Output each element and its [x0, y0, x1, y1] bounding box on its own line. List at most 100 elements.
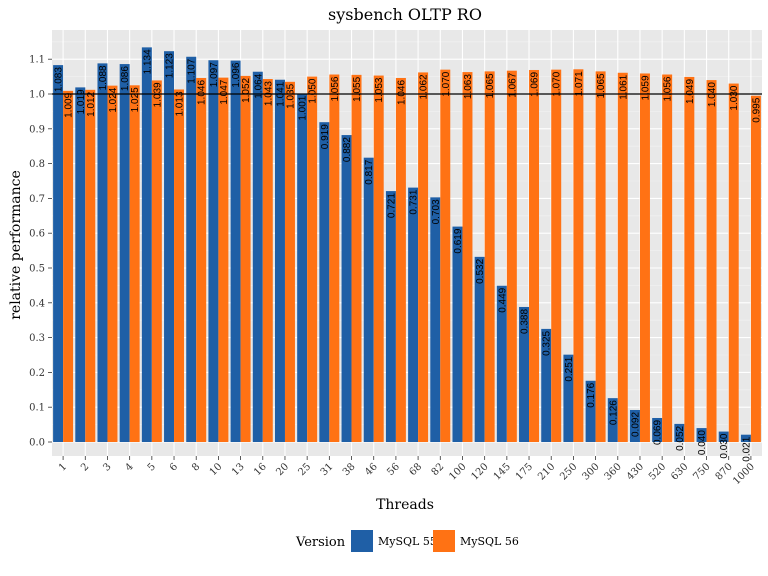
bar-label-mysql55-250: 0.251 [564, 356, 575, 381]
bar-mysql56-82 [440, 69, 451, 442]
bar-mysql55-2 [75, 87, 86, 442]
bar-mysql56-430 [639, 73, 650, 442]
x-tick-label-1000: 1000 [731, 461, 757, 487]
bar-label-mysql56-870: 1.030 [729, 85, 740, 110]
bar-mysql56-145 [506, 70, 517, 443]
bar-mysql56-100 [462, 72, 473, 443]
bar-label-mysql55-4: 1.086 [120, 66, 131, 91]
bar-label-mysql55-630: 0.052 [675, 425, 686, 450]
x-tick-label-10: 10 [208, 461, 225, 478]
bar-label-mysql56-1000: 0.995 [751, 97, 762, 122]
bar-mysql55-430 [629, 409, 640, 442]
y-tick-label: 0.3 [29, 333, 45, 344]
x-tick-label-120: 120 [469, 461, 490, 482]
bar-label-mysql55-38: 0.882 [342, 137, 353, 162]
x-tick-label-750: 750 [691, 461, 712, 482]
bar-mysql55-82 [430, 197, 441, 442]
y-tick-label: 0.9 [29, 124, 45, 135]
x-tick-label-82: 82 [430, 461, 447, 478]
bar-label-mysql55-100: 0.619 [453, 228, 464, 253]
bar-label-mysql55-25: 1.001 [298, 95, 309, 120]
bar-mysql55-750 [696, 428, 707, 442]
bar-mysql56-68 [418, 72, 429, 442]
x-tick-label-20: 20 [274, 461, 291, 478]
bar-label-mysql56-25: 1.050 [308, 78, 319, 103]
bar-mysql56-25 [307, 76, 318, 442]
legend-title: Version [295, 535, 346, 550]
x-tick-label-360: 360 [603, 461, 624, 482]
x-tick-label-4: 4 [123, 461, 135, 473]
bar-mysql55-1 [53, 65, 64, 442]
bar-mysql55-13 [230, 60, 241, 442]
x-tick-label-46: 46 [363, 461, 380, 478]
bar-label-mysql55-46: 0.817 [364, 159, 375, 184]
bar-label-mysql55-175: 0.388 [520, 309, 531, 334]
bar-label-mysql56-120: 1.065 [485, 73, 496, 98]
x-tick-label-3: 3 [101, 461, 113, 473]
bar-label-mysql55-56: 0.721 [386, 193, 397, 218]
legend-label-mysql56: MySQL 56 [460, 535, 519, 548]
bar-label-mysql56-82: 1.070 [441, 71, 452, 96]
legend-swatch-mysql56 [433, 530, 455, 552]
bar-label-mysql55-120: 0.532 [475, 258, 486, 283]
y-tick-label: 0.2 [29, 368, 45, 379]
bar-label-mysql56-1: 1.009 [64, 92, 75, 117]
bar-mysql55-4 [119, 64, 130, 443]
x-tick-label-8: 8 [190, 461, 202, 473]
bar-mysql56-630 [684, 76, 695, 442]
x-tick-label-38: 38 [341, 461, 358, 478]
x-tick-label-31: 31 [319, 461, 336, 478]
bar-label-mysql56-145: 1.067 [507, 72, 518, 97]
bar-label-mysql56-31: 1.056 [330, 76, 341, 101]
bar-mysql56-750 [706, 80, 717, 442]
bar-mysql56-520 [662, 74, 673, 443]
bar-label-mysql56-750: 1.040 [707, 82, 718, 107]
bar-label-mysql55-10: 1.097 [209, 62, 220, 87]
bar-label-mysql55-210: 0.325 [542, 330, 553, 355]
bar-label-mysql56-630: 1.049 [685, 79, 696, 104]
y-axis: 0.0 0.1 0.2 0.3 0.4 0.5 0.6 0.7 0.8 0.9 1.0 1.1 [29, 55, 52, 449]
x-axis: 1 2 3 4 5 6 8 10 13 16 20 25 31 38 46 56 68 82 100 120 145 17… [57, 456, 757, 487]
bar-label-mysql56-10: 1.047 [219, 79, 230, 104]
bar-label-mysql56-5: 1.039 [152, 82, 163, 107]
bar-label-mysql55-13: 1.096 [231, 62, 242, 87]
bar-mysql56-4 [129, 85, 140, 443]
x-tick-label-13: 13 [230, 461, 247, 478]
bar-label-mysql55-3: 1.088 [98, 65, 109, 90]
bar-mysql55-1000 [740, 434, 751, 442]
bar-mysql56-46 [373, 75, 384, 442]
bar-mysql55-8 [186, 56, 197, 442]
bar-mysql56-360 [617, 72, 628, 442]
x-tick-label-6: 6 [168, 461, 180, 473]
x-tick-label-16: 16 [252, 461, 269, 478]
bar-label-mysql56-175: 1.069 [530, 72, 541, 97]
bar-mysql55-38 [341, 135, 352, 442]
bar-label-mysql56-46: 1.053 [374, 77, 385, 102]
x-tick-label-630: 630 [669, 461, 690, 482]
bar-mysql56-175 [529, 69, 540, 442]
bar-label-mysql56-13: 1.052 [241, 77, 252, 102]
bar-mysql56-120 [484, 71, 495, 442]
bar-mysql56-1 [63, 90, 74, 443]
bar-mysql56-8 [196, 77, 207, 442]
bar-mysql55-16 [252, 71, 263, 442]
bar-label-mysql56-3: 1.024 [108, 87, 119, 112]
bar-label-mysql56-68: 1.062 [419, 74, 430, 99]
bar-mysql56-870 [728, 83, 739, 442]
bar-label-mysql56-210: 1.070 [552, 71, 563, 96]
bar-label-mysql55-520: 0.069 [653, 420, 664, 445]
bar-label-mysql56-520: 1.056 [663, 76, 674, 101]
bar-mysql56-10 [218, 77, 229, 443]
bar-mysql56-31 [329, 74, 340, 443]
x-tick-label-175: 175 [514, 461, 535, 482]
bar-label-mysql56-250: 1.071 [574, 71, 585, 96]
x-tick-label-520: 520 [647, 461, 668, 482]
bar-mysql56-300 [595, 71, 606, 442]
chart-title: sysbench OLTP RO [328, 5, 482, 24]
bar-mysql55-31 [319, 122, 330, 443]
bar-mysql55-5 [141, 47, 152, 442]
x-axis-label: Threads [376, 497, 434, 513]
bar-label-mysql56-56: 1.046 [396, 80, 407, 105]
bar-mysql55-68 [408, 187, 419, 442]
